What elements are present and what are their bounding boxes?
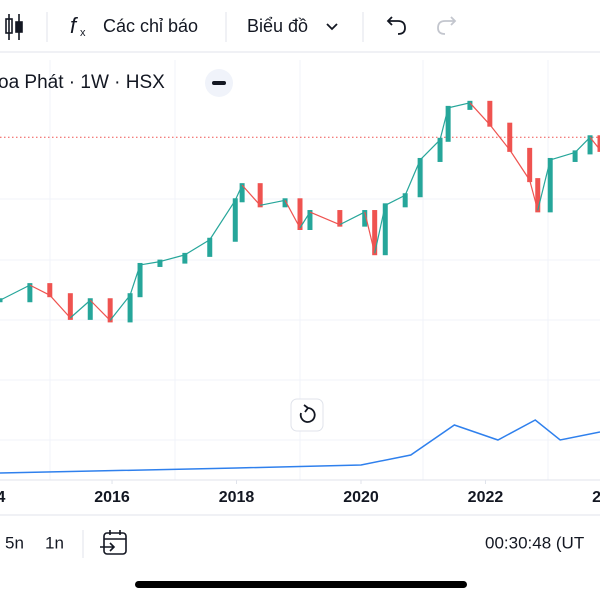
candle [207, 237, 213, 257]
wick [550, 151, 576, 161]
candle [337, 210, 343, 227]
fx-icon-sub: x [80, 27, 86, 39]
chart-type-button[interactable]: Biểu đồ [247, 16, 308, 36]
wick [309, 211, 341, 226]
range-1y[interactable]: 1n [45, 533, 64, 552]
collapse-icon [212, 81, 226, 85]
toolbar [0, 0, 600, 52]
candle [507, 122, 513, 152]
wick [139, 261, 161, 266]
wick [109, 294, 131, 321]
wick [419, 139, 441, 161]
candle [362, 210, 368, 227]
candle [402, 193, 408, 208]
candle [87, 298, 93, 320]
candle [437, 137, 443, 162]
goto-date-button[interactable] [100, 530, 127, 555]
grid [0, 60, 600, 480]
candle [282, 198, 288, 208]
candle [535, 178, 541, 213]
reset-icon [299, 404, 316, 423]
fx-icon[interactable]: f [70, 13, 79, 38]
wick [447, 102, 471, 109]
x-tick-label: 2020 [343, 489, 379, 506]
x-tick-label: 2016 [94, 489, 130, 506]
candle [297, 198, 303, 230]
x-tick-label: 2018 [219, 489, 255, 506]
candle [372, 210, 378, 256]
x-tick-label: 2022 [468, 489, 504, 506]
wick [509, 149, 531, 181]
plot [0, 100, 600, 474]
wick [489, 124, 511, 151]
wick [0, 284, 31, 301]
wick [159, 254, 186, 263]
candle [127, 293, 133, 323]
indicators-button[interactable]: Các chỉ báo [103, 16, 198, 36]
volume-ma-line [0, 419, 600, 474]
reset-chart-button[interactable] [290, 398, 324, 432]
x-tick-label: 2024 [592, 489, 600, 506]
home-indicator [135, 581, 467, 588]
wick [339, 211, 366, 226]
wick [209, 199, 236, 241]
candle [232, 198, 238, 242]
wick [260, 199, 286, 206]
range-5y[interactable]: 5n [5, 533, 24, 552]
candle [587, 135, 593, 155]
candle [597, 135, 600, 152]
candle [239, 183, 245, 203]
x-axis: 2014 2016 2018 2020 2022 2024 [0, 480, 600, 506]
candle [67, 293, 73, 320]
wick [469, 102, 491, 126]
wick [69, 299, 91, 319]
candle [257, 183, 263, 208]
dropdown-icon [326, 23, 338, 31]
candle [417, 157, 423, 198]
candle [572, 150, 578, 162]
candle [547, 157, 553, 213]
candle [527, 147, 533, 183]
wick [241, 184, 261, 206]
candle [467, 100, 473, 110]
candle [487, 100, 493, 127]
wick [29, 284, 51, 296]
candle [445, 105, 451, 142]
undo-button[interactable] [386, 16, 406, 35]
candle-icon[interactable] [5, 14, 23, 40]
wick [384, 194, 406, 206]
candle [107, 298, 113, 323]
candle [27, 283, 33, 303]
wick [184, 239, 211, 256]
wick [89, 299, 111, 321]
x-tick-label: 2014 [0, 489, 5, 506]
candle [307, 210, 313, 230]
clock: 00:30:48 (UT [485, 533, 584, 552]
candle [157, 259, 163, 267]
candle [182, 252, 188, 264]
symbol-legend: oa Phát · 1W · HSX [0, 72, 165, 93]
redo-button[interactable] [437, 16, 457, 35]
candle [137, 262, 143, 298]
candle [47, 283, 53, 298]
wick [49, 294, 71, 319]
candle [382, 203, 388, 256]
